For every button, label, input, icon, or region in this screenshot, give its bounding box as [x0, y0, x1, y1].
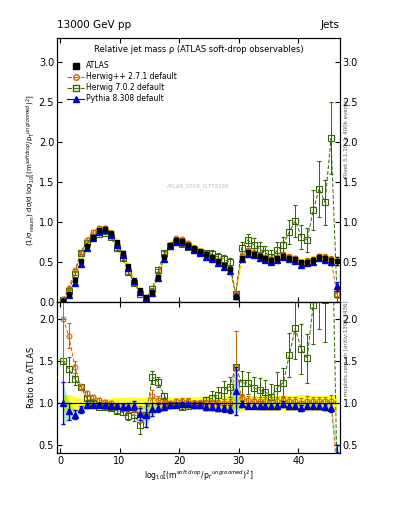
Text: mcplots.cern.ch [arXiv:1306.3436]: mcplots.cern.ch [arXiv:1306.3436] — [344, 301, 349, 396]
Y-axis label: Ratio to ATLAS: Ratio to ATLAS — [27, 347, 36, 409]
Legend: ATLAS, Herwig++ 2.7.1 default, Herwig 7.0.2 default, Pythia 8.308 default: ATLAS, Herwig++ 2.7.1 default, Herwig 7.… — [66, 61, 178, 104]
Text: ATLAS_2019_I1772269: ATLAS_2019_I1772269 — [167, 183, 230, 189]
Text: Relative jet mass ρ (ATLAS soft-drop observables): Relative jet mass ρ (ATLAS soft-drop obs… — [94, 45, 303, 54]
Y-axis label: (1/σ$_{resum}$) dσ/d log$_{10}$[(m$^{soft drop}$/p$_T$$^{ungroomed}$)$^2$]: (1/σ$_{resum}$) dσ/d log$_{10}$[(m$^{sof… — [25, 95, 37, 246]
Text: 13000 GeV pp: 13000 GeV pp — [57, 19, 131, 30]
Text: Jets: Jets — [321, 19, 340, 30]
X-axis label: log$_{10}$[(m$^{soft\ drop}$/p$_T$$^{ungroomed}$)$^2$]: log$_{10}$[(m$^{soft\ drop}$/p$_T$$^{ung… — [144, 468, 253, 483]
Text: Rivet 3.1.10, ≥ 400k events: Rivet 3.1.10, ≥ 400k events — [344, 100, 349, 177]
